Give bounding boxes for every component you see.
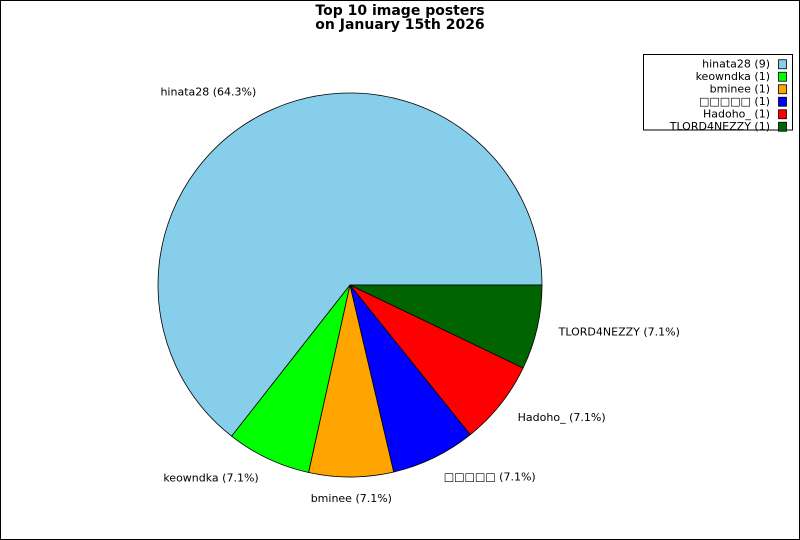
legend-label: TLORD4NEZZY (1) [669, 120, 770, 133]
legend-label: keowndka (1) [696, 70, 770, 83]
legend-label: □□□□□ (1) [699, 95, 770, 108]
legend-swatch [778, 96, 787, 107]
legend-swatch [778, 109, 787, 120]
slice-label: Hadoho_ (7.1%) [518, 411, 606, 424]
legend-swatch [778, 59, 787, 70]
slice-label: hinata28 (64.3%) [160, 86, 256, 99]
chart-title: on January 15th 2026 [315, 17, 484, 33]
slice-label: TLORD4NEZZY (7.1%) [558, 325, 680, 338]
pie-slice [157, 92, 543, 437]
slice-label: bminee (7.1%) [311, 492, 392, 505]
slice-label: □□□□□ (7.1%) [444, 470, 536, 483]
pie-slice [349, 284, 543, 369]
legend-box [643, 54, 793, 131]
legend-label: hinata28 (9) [702, 57, 770, 70]
legend-swatch [778, 84, 787, 95]
slice-label: keowndka (7.1%) [163, 472, 258, 485]
legend-label: Hadoho_ (1) [703, 107, 770, 120]
legend-swatch [778, 71, 787, 82]
chart-title: Top 10 image posters [315, 3, 484, 19]
legend-swatch [778, 121, 787, 132]
legend-label: bminee (1) [710, 82, 770, 95]
